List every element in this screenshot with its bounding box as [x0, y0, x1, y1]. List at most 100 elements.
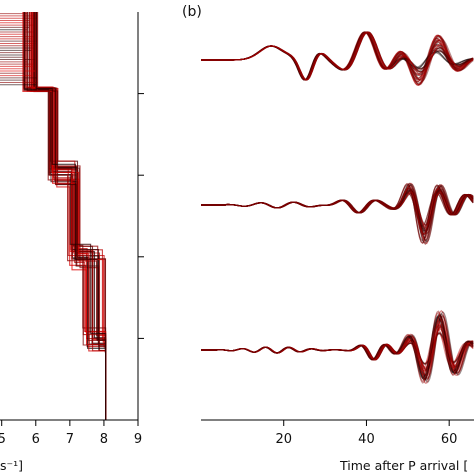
waveform-line	[201, 189, 474, 232]
waveform-line	[201, 31, 474, 81]
waveform-line	[201, 182, 474, 245]
waveform-line	[201, 184, 474, 241]
waveform-line	[201, 31, 474, 81]
velocity-profile-line	[36, 12, 107, 420]
waveform-line	[201, 314, 474, 381]
panel-a-x-ticks: 5 6 7 8 9	[0, 420, 142, 447]
waveform-line	[201, 31, 474, 82]
waveform-line	[201, 31, 474, 81]
waveform-line	[201, 184, 474, 242]
waveform-line	[201, 31, 474, 81]
x-tick-label: 60	[441, 432, 458, 447]
waveform-line	[201, 326, 474, 371]
waveform-line	[201, 320, 474, 376]
panel-a: 5 6 7 8 9 s⁻¹]	[0, 12, 144, 473]
waveform-line	[201, 189, 474, 232]
waveform-line	[201, 187, 474, 236]
velocity-profile-line	[32, 12, 107, 420]
waveform-line	[201, 315, 474, 380]
velocity-profiles	[0, 12, 107, 420]
waveform-line	[201, 31, 474, 81]
waveform-line	[201, 188, 474, 233]
waveform-line	[201, 183, 474, 244]
x-tick-label: 40	[358, 432, 375, 447]
waveform-line	[201, 31, 474, 86]
waveform-line	[201, 31, 474, 81]
x-tick-label: 6	[32, 432, 40, 447]
waveform-line	[201, 184, 474, 242]
waveform-line	[201, 31, 474, 81]
x-tick-label: 20	[275, 432, 292, 447]
panel-b-x-ticks: 20 40 60	[275, 420, 457, 447]
waveform-line	[201, 311, 474, 383]
waveform-line	[201, 314, 474, 381]
velocity-profile-line	[23, 12, 107, 420]
waveform-line	[201, 313, 474, 381]
waveform-line	[201, 312, 474, 382]
panel-a-y-ticks	[138, 93, 144, 339]
velocity-profile-line	[26, 12, 107, 420]
waveform-line	[201, 332, 474, 365]
x-tick-label: 5	[0, 432, 6, 447]
waveform-line	[201, 188, 474, 235]
waveform-line	[201, 313, 474, 381]
waveform-line	[201, 31, 474, 83]
waveform-line	[201, 31, 474, 81]
waveform-line	[201, 331, 474, 366]
x-tick-label: 8	[100, 432, 108, 447]
panel-b: (b) 20 40 60 Time after P arrival [	[182, 4, 474, 473]
waveform-line	[201, 31, 474, 81]
waveform-line	[201, 316, 474, 379]
waveform-line	[201, 31, 474, 81]
waveform-line	[201, 309, 474, 384]
waveform-traces	[201, 31, 474, 384]
waveform-line	[201, 325, 474, 371]
panel-a-xlabel: s⁻¹]	[0, 458, 23, 473]
waveform-line	[201, 31, 474, 81]
waveform-line	[201, 319, 474, 376]
waveform-line	[201, 323, 474, 373]
waveform-line	[201, 324, 474, 372]
waveform-line	[201, 31, 474, 81]
waveform-line	[201, 31, 474, 81]
panel-b-label: (b)	[182, 4, 202, 20]
waveform-line	[201, 314, 474, 380]
waveform-line	[201, 31, 474, 81]
waveform-line	[201, 326, 474, 370]
waveform-line	[201, 31, 474, 86]
waveform-line	[201, 182, 474, 246]
waveform-line	[201, 314, 474, 380]
waveform-line	[201, 183, 474, 244]
velocity-profile-line	[26, 12, 107, 420]
waveform-line	[201, 332, 474, 365]
waveform-line	[201, 328, 474, 369]
x-tick-label: 9	[134, 432, 142, 447]
waveform-line	[201, 310, 474, 384]
waveform-line	[201, 183, 474, 243]
waveform-line	[201, 192, 474, 226]
waveform-line	[201, 185, 474, 240]
waveform-line	[201, 31, 474, 85]
waveform-line	[201, 187, 474, 236]
waveform-line	[201, 31, 474, 83]
waveform-line	[201, 31, 474, 81]
panel-b-xlabel: Time after P arrival [	[339, 458, 468, 473]
waveform-line	[201, 183, 474, 245]
waveform-line	[201, 190, 474, 230]
waveform-line	[201, 189, 474, 232]
waveform-line	[201, 189, 474, 232]
velocity-profile-line	[31, 12, 107, 420]
x-tick-label: 7	[66, 432, 74, 447]
waveform-line	[201, 315, 474, 379]
waveform-line	[201, 187, 474, 236]
waveform-line	[201, 324, 474, 372]
velocity-profile-line	[35, 12, 107, 420]
waveform-line	[201, 323, 474, 373]
waveform-line	[201, 332, 474, 365]
waveform-line	[201, 316, 474, 378]
waveform-line	[201, 31, 474, 84]
waveform-line	[201, 31, 474, 81]
waveform-line	[201, 31, 474, 81]
waveform-line	[201, 318, 474, 377]
